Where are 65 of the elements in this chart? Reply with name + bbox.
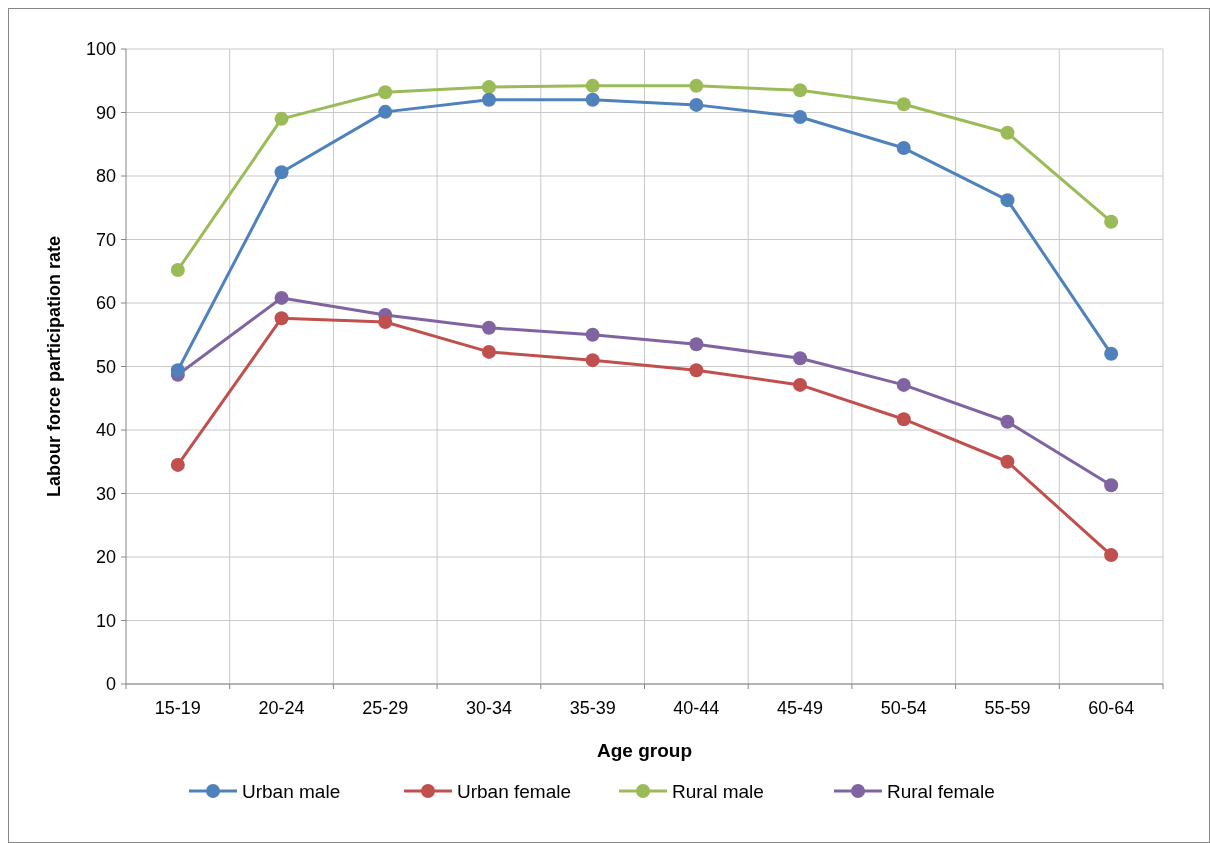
legend-label: Urban female (457, 780, 572, 802)
point (1104, 548, 1119, 563)
point (378, 315, 393, 330)
legend-label: Rural male (672, 780, 764, 802)
point (896, 97, 911, 112)
x-tick-label: 35-39 (569, 698, 616, 718)
point (1000, 414, 1015, 429)
point (170, 363, 185, 378)
legend-label: Urban male (242, 780, 341, 802)
point (896, 377, 911, 392)
x-tick-label: 50-54 (880, 698, 927, 718)
point (689, 78, 704, 93)
x-tick-label: 20-24 (258, 698, 305, 718)
point (274, 311, 289, 326)
x-axis-title: Age group (597, 740, 692, 761)
point (481, 92, 496, 107)
point (481, 344, 496, 359)
point (793, 109, 808, 124)
point (585, 78, 600, 93)
point (793, 351, 808, 366)
point (378, 104, 393, 119)
point (274, 165, 289, 180)
point (170, 457, 185, 472)
x-tick-label: 55-59 (984, 698, 1031, 718)
point (378, 85, 393, 100)
point (585, 327, 600, 342)
point (1000, 125, 1015, 140)
y-tick-label: 10 (95, 610, 116, 631)
point (1000, 193, 1015, 208)
x-tick-label: 25-29 (362, 698, 409, 718)
y-axis-title: Labour force participation rate (44, 235, 64, 498)
x-tick-label: 60-64 (1088, 698, 1135, 718)
point (170, 262, 185, 277)
y-tick-label: 70 (95, 229, 116, 250)
point (274, 111, 289, 126)
y-tick-label: 30 (95, 483, 116, 504)
legend-label: Rural female (887, 780, 995, 802)
point (689, 97, 704, 112)
y-tick-label: 20 (95, 547, 116, 568)
y-tick-label: 60 (95, 293, 116, 314)
point (481, 320, 496, 335)
x-tick-label: 45-49 (777, 698, 824, 718)
y-tick-label: 80 (95, 166, 116, 187)
point (793, 83, 808, 98)
point (481, 80, 496, 95)
y-tick-label: 100 (85, 39, 116, 60)
y-tick-label: 90 (95, 102, 116, 123)
point (585, 92, 600, 107)
point (896, 141, 911, 156)
point (1104, 214, 1119, 229)
point (793, 377, 808, 392)
x-tick-label: 15-19 (154, 698, 201, 718)
point (689, 363, 704, 378)
point (1104, 478, 1119, 493)
y-tick-label: 0 (105, 674, 116, 695)
point (1104, 346, 1119, 361)
point (689, 337, 704, 352)
point (585, 353, 600, 368)
x-tick-label: 30-34 (465, 698, 512, 718)
point (274, 290, 289, 305)
y-tick-label: 50 (95, 356, 116, 377)
x-tick-label: 40-44 (673, 698, 720, 718)
point (1000, 454, 1015, 469)
point (896, 412, 911, 427)
y-tick-label: 40 (95, 420, 116, 441)
